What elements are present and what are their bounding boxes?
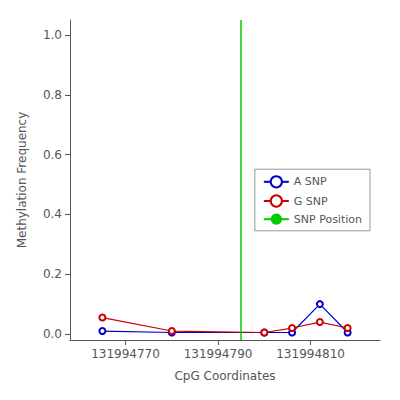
svg-text:131994790: 131994790	[184, 347, 253, 361]
svg-text:G SNP: G SNP	[294, 195, 328, 208]
svg-text:SNP Position: SNP Position	[294, 213, 362, 226]
svg-text:CpG Coordinates: CpG Coordinates	[174, 369, 275, 383]
svg-text:A SNP: A SNP	[294, 175, 327, 188]
svg-text:0.8: 0.8	[43, 88, 62, 102]
svg-text:1.0: 1.0	[43, 28, 62, 42]
svg-text:0.4: 0.4	[43, 207, 62, 221]
svg-text:0.6: 0.6	[43, 148, 62, 162]
svg-text:0.0: 0.0	[43, 327, 62, 341]
svg-text:0.2: 0.2	[43, 267, 62, 281]
svg-text:131994810: 131994810	[276, 347, 345, 361]
svg-text:131994770: 131994770	[91, 347, 160, 361]
svg-text:Methylation Frequency: Methylation Frequency	[15, 112, 29, 249]
